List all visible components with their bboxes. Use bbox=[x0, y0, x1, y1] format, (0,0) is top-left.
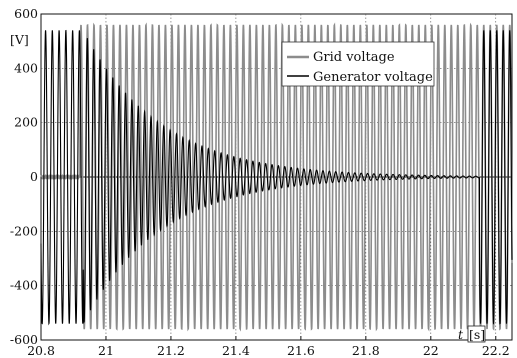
legend-label-grid: Grid voltage bbox=[313, 50, 395, 65]
series-line-grid-voltage bbox=[40, 22, 513, 332]
x-tick-label: 20.8 bbox=[27, 343, 55, 358]
x-tick-label: 21.6 bbox=[287, 343, 315, 358]
legend: Grid voltage Generator voltage bbox=[281, 41, 435, 87]
y-tick-label: -200 bbox=[10, 223, 38, 238]
x-unit-label: [s] bbox=[469, 327, 485, 342]
x-tick-label: 21 bbox=[98, 343, 114, 358]
y-tick-label: -600 bbox=[10, 332, 38, 347]
y-unit-label: [V] bbox=[10, 32, 29, 47]
y-tick-label: 400 bbox=[14, 60, 38, 75]
axis-layer: 20.8 21 21.2 21.4 21.6 21.8 22 22.2 600 400 200 0 -2… bbox=[10, 6, 510, 358]
y-tick-label: 0 bbox=[30, 169, 38, 184]
y-tick-label: -400 bbox=[10, 278, 38, 293]
x-tick-label: 21.8 bbox=[352, 343, 380, 358]
y-tick-label: 200 bbox=[14, 115, 38, 130]
x-tick-label: 21.4 bbox=[222, 343, 250, 358]
y-tick-label: 600 bbox=[14, 6, 38, 21]
x-unit-box bbox=[467, 325, 486, 343]
x-tick-label: 22.2 bbox=[482, 343, 510, 358]
legend-label-generator: Generator voltage bbox=[313, 70, 433, 85]
x-tick-label: 22 bbox=[423, 343, 439, 358]
series-layer bbox=[40, 22, 513, 332]
x-axis-label: t bbox=[458, 327, 464, 342]
legend-box bbox=[281, 41, 435, 87]
series-line-generator-voltage bbox=[40, 29, 513, 326]
x-tick-label: 21.2 bbox=[157, 343, 185, 358]
